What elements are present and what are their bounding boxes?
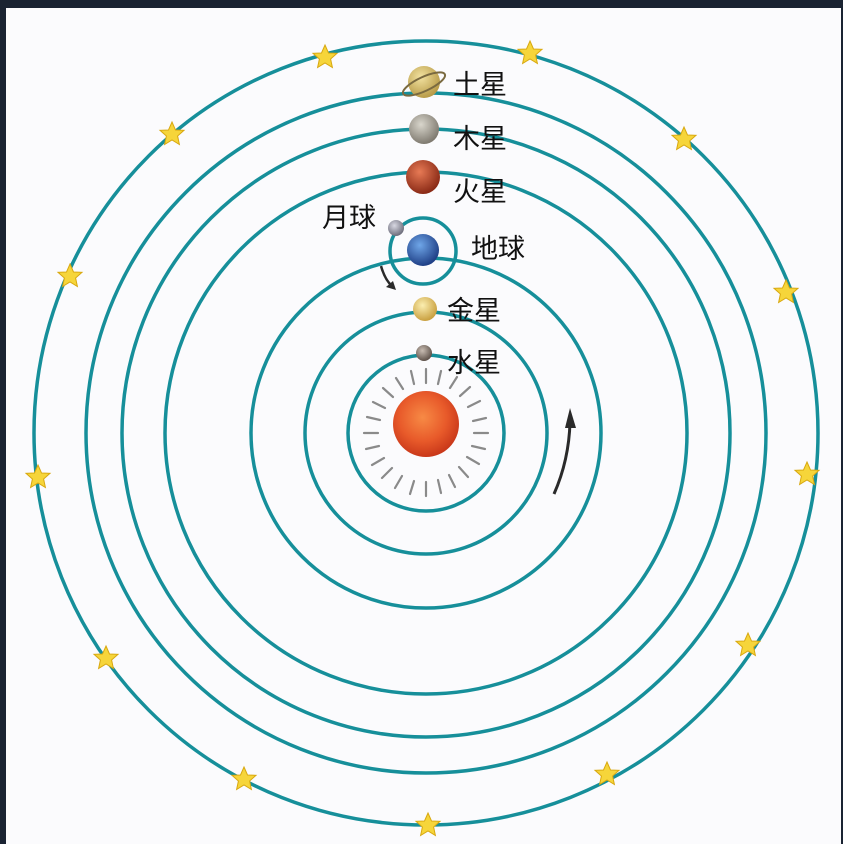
star-icon	[230, 765, 258, 791]
jupiter-icon	[409, 114, 439, 144]
earth-label: 地球	[471, 234, 525, 265]
star-icon	[734, 631, 762, 657]
star-icon	[670, 125, 698, 151]
sun-disc	[393, 391, 459, 457]
star-icon	[793, 460, 821, 486]
moon-direction-arrow	[379, 265, 396, 290]
mars-label: 火星	[453, 177, 507, 208]
star-icon	[311, 43, 339, 69]
mars-icon	[406, 160, 440, 194]
mercury-icon	[416, 345, 432, 361]
star-icon	[772, 278, 800, 304]
sun-rays	[362, 367, 490, 498]
star-icon	[516, 39, 544, 65]
saturn	[401, 66, 447, 98]
earth-icon	[407, 234, 439, 266]
star-icon	[24, 463, 52, 489]
star-icon	[56, 262, 84, 288]
saturn-ring-icon	[401, 71, 447, 97]
saturn-label: 土星	[453, 70, 507, 101]
star-icon	[414, 811, 442, 837]
star-icon	[593, 760, 621, 786]
stars	[24, 39, 821, 837]
moon-label: 月球	[322, 203, 376, 234]
jupiter-label: 木星	[453, 124, 507, 155]
venus-icon	[413, 297, 437, 321]
sun	[362, 367, 490, 498]
venus-label: 金星	[447, 296, 501, 327]
mercury-label: 水星	[447, 348, 501, 379]
moon-orbit	[388, 216, 458, 286]
rotation-direction-arrow	[552, 408, 576, 495]
star-icon	[158, 120, 186, 146]
moon-icon	[388, 220, 404, 236]
star-icon	[92, 644, 120, 670]
